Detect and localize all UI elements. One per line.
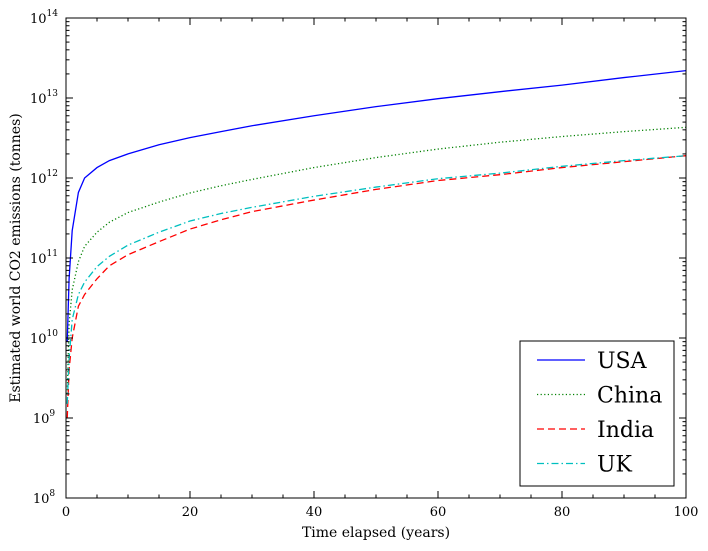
x-tick-label: 80 [554, 505, 571, 520]
x-axis: 0 20 40 60 80 100 [62, 18, 699, 520]
y-tick-label: 109 [33, 409, 56, 427]
series-line-india [66, 155, 687, 419]
y-tick-label: 1011 [30, 249, 58, 267]
x-tick-label: 60 [430, 505, 447, 520]
legend-label-usa: USA [597, 349, 648, 374]
y-tick-label: 1014 [30, 9, 58, 27]
y-axis: 108 109 1010 1011 1012 1013 1014 [30, 9, 686, 507]
x-tick-label: 0 [62, 505, 70, 520]
series-line-china [66, 126, 687, 394]
legend-label-uk: UK [597, 453, 633, 478]
y-tick-label: 1013 [30, 89, 58, 107]
legend-label-china: China [597, 384, 662, 409]
series-line-uk [66, 155, 687, 404]
legend-box [519, 340, 675, 487]
y-tick-label: 1012 [30, 169, 58, 187]
x-axis-label: Time elapsed (years) [302, 525, 450, 541]
legend-label-india: India [597, 418, 654, 443]
y-axis-label: Estimated world CO2 emissions (tonnes) [8, 113, 24, 402]
series-layer [66, 69, 687, 419]
x-tick-label: 20 [182, 505, 199, 520]
y-tick-label: 108 [33, 489, 56, 507]
x-tick-label: 40 [306, 505, 323, 520]
legend: USA China India UK [519, 340, 675, 487]
x-tick-label: 100 [674, 505, 699, 520]
series-line-usa [66, 69, 687, 342]
y-tick-label: 1010 [30, 329, 58, 347]
